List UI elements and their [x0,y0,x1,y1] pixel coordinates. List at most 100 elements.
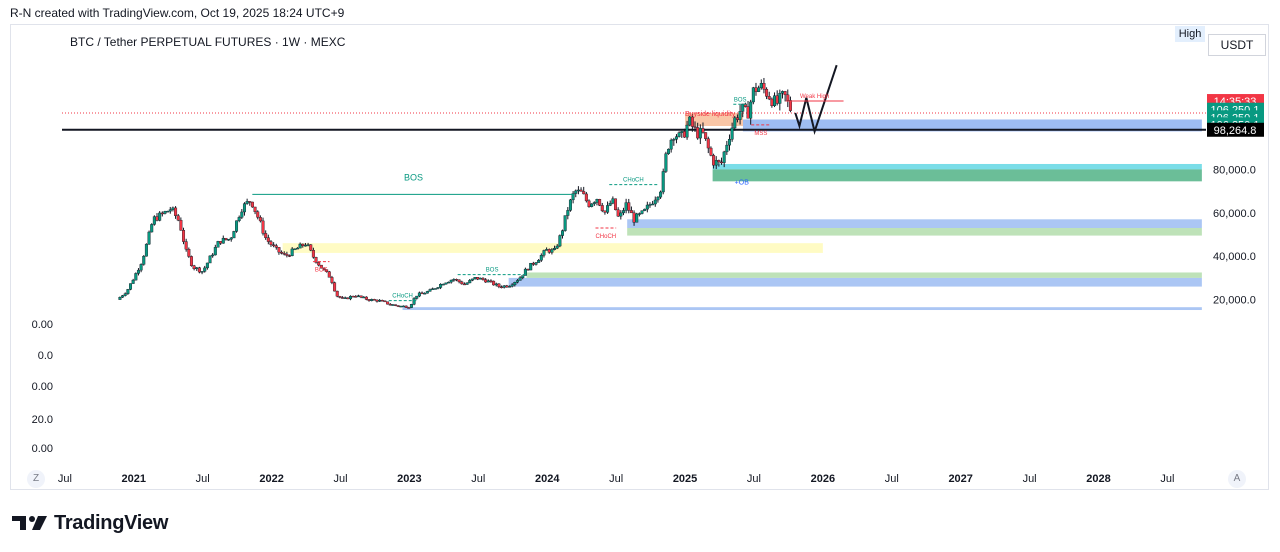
candle-body-14 [155,216,159,221]
candle-body-227 [720,161,724,164]
zone-3 [627,219,1202,228]
candle-body-71 [306,244,310,246]
candle-body-229 [725,144,729,153]
candle-body-139 [486,280,490,283]
candle-body-44 [235,220,239,232]
level-label-2: BOS [486,268,499,274]
currency-badge[interactable]: USDT [1208,34,1266,56]
candle-body-197 [640,210,644,214]
candle-body-48 [245,201,249,204]
candle-body-63 [285,253,289,256]
candle-body-0 [118,297,122,300]
candle-body-209 [672,139,676,141]
candle-body-94 [367,299,371,301]
candle-body-2 [123,293,127,296]
zone-0 [742,119,1202,132]
candle-body-252 [786,94,790,101]
candle-body-124 [447,281,451,284]
left-axis-label-1: 0.0 [38,350,53,362]
candle-body-92 [362,296,366,299]
x-tick-label-7: 2024 [535,473,560,485]
candle-body-175 [582,191,586,195]
candle-body-205 [661,171,665,193]
candle-body-212 [680,131,684,133]
candle-body-146 [505,285,509,288]
candle-body-91 [359,295,363,298]
candle-body-135 [476,277,480,280]
candle-body-38 [219,241,223,244]
candle-body-145 [502,285,506,288]
candle-body-247 [773,95,777,107]
candle-body-207 [667,148,671,154]
candle-body-196 [637,213,641,215]
candle-body-86 [346,297,350,300]
candle-body-108 [404,305,408,308]
candle-body-23 [179,219,183,231]
candle-body-160 [542,250,546,256]
candle-body-216 [690,116,694,127]
level-label-7: BOS [734,97,747,103]
candle-body-5 [131,279,135,284]
candle-body-217 [693,126,697,128]
zone-2 [712,169,1202,182]
candle-body-248 [775,95,779,104]
candle-body-73 [311,249,315,258]
candle-body-68 [298,243,302,249]
candle-body-45 [237,217,241,221]
candle-body-231 [730,127,734,140]
candle-body-30 [197,267,201,273]
x-tick-label-2: Jul [196,473,210,485]
candle-body-144 [500,286,504,289]
candle-body-54 [261,220,265,234]
chart-frame[interactable] [10,24,1269,490]
candle-body-166 [558,235,562,247]
zone-8 [402,307,1202,311]
candle-body-26 [187,249,191,257]
annotation-0: Buyside liquidity [685,111,736,118]
candle-body-158 [537,260,541,263]
candle-body-154 [526,268,530,271]
candle-body-33 [205,262,209,269]
candle-body-138 [484,279,488,283]
candle-body-159 [539,254,543,261]
candle-body-149 [513,281,517,286]
candle-body-28 [192,265,196,270]
candle-body-169 [566,210,570,216]
candle-body-193 [629,210,633,214]
price-tag-4: 98,264.8 [1214,125,1257,137]
candle-body-244 [765,88,769,97]
candle-body-140 [489,280,493,282]
candle-body-58 [272,244,276,247]
symbol-title: BTC / Tether PERPETUAL FUTURES · 1W · ME… [70,35,346,49]
candle-body-218 [696,127,700,139]
candle-body-199 [645,204,649,210]
candle-body-117 [428,289,432,292]
zone-7 [508,277,1202,287]
candle-body-194 [632,212,636,223]
candle-body-178 [590,203,594,207]
candle-body-153 [523,268,527,276]
candle-body-47 [242,203,246,213]
candle-body-180 [595,198,599,203]
candle-body-113 [417,292,421,297]
candle-body-136 [478,277,482,280]
candle-body-79 [327,271,331,278]
auto-scale-z-button[interactable]: Z [27,470,45,488]
auto-scale-a-button[interactable]: A [1228,470,1246,488]
zone-1 [712,163,1202,170]
high-badge[interactable]: High [1175,26,1205,42]
candle-body-226 [717,160,721,163]
candle-body-1 [121,295,125,298]
candle-body-161 [545,249,549,251]
candle-body-6 [134,273,138,281]
left-axis-label-4: 0.00 [32,443,53,455]
candle-body-21 [174,207,178,216]
candle-body-107 [401,305,405,308]
candle-body-179 [592,202,596,205]
candle-body-66 [293,248,297,251]
candle-body-126 [452,279,456,281]
candle-body-203 [656,196,660,201]
candle-body-210 [674,136,678,140]
candle-body-24 [182,230,186,242]
